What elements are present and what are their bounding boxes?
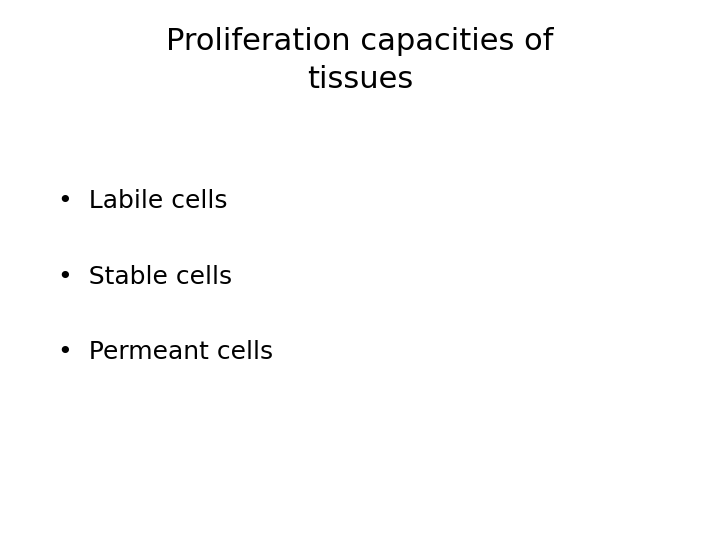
Text: •  Labile cells: • Labile cells: [58, 189, 227, 213]
Text: •  Stable cells: • Stable cells: [58, 265, 232, 288]
Text: •  Permeant cells: • Permeant cells: [58, 340, 273, 364]
Text: Proliferation capacities of
tissues: Proliferation capacities of tissues: [166, 27, 554, 94]
